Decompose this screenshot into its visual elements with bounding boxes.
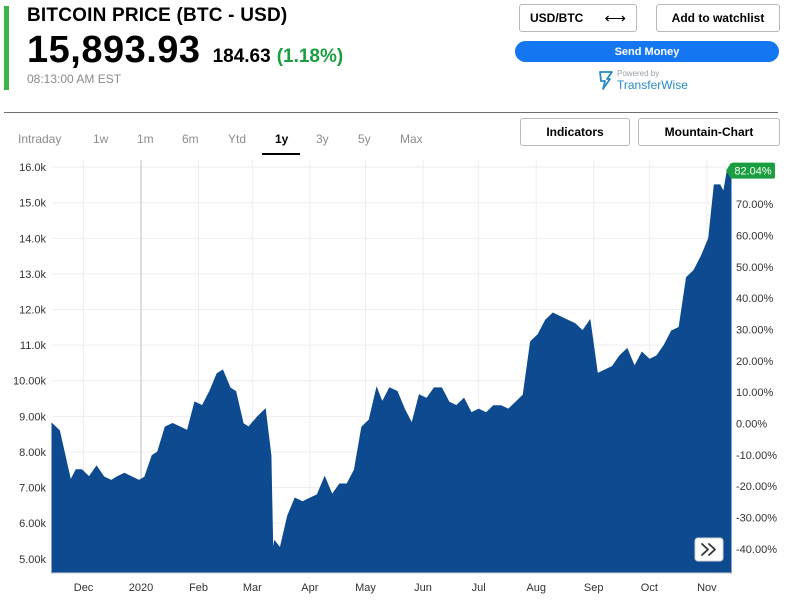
x-tick-label: Mar	[243, 582, 262, 594]
send-money-button[interactable]: Send Money	[515, 41, 779, 62]
y2-tick-label: 40.00%	[736, 293, 774, 305]
y2-tick-label: -40.00%	[736, 544, 777, 556]
x-tick-label: May	[355, 582, 376, 594]
transferwise-flag-icon	[599, 71, 613, 90]
current-price: 15,893.93	[27, 29, 201, 71]
double-chevron-right-icon	[701, 543, 716, 556]
y2-tick-label: 0.00%	[736, 418, 767, 430]
y2-tick-label: 60.00%	[736, 230, 774, 242]
y-tick-label: 8.00k	[19, 447, 46, 459]
range-tab-1m[interactable]: 1m	[137, 132, 154, 146]
transferwise-logo[interactable]: Powered by TransferWise	[598, 69, 688, 93]
partner-name: TransferWise	[617, 78, 688, 92]
indicators-button[interactable]: Indicators	[520, 118, 630, 146]
price-row: 15,893.93 184.63 (1.18%)	[27, 29, 343, 72]
x-tick-label: Sep	[584, 582, 604, 594]
y2-tick-label: -30.00%	[736, 512, 777, 524]
y-tick-label: 11.0k	[20, 340, 47, 352]
y2-tick-label: 70.00%	[736, 199, 774, 211]
swap-arrows-icon: ⟷	[604, 9, 626, 27]
y2-tick-label: -10.00%	[736, 450, 777, 462]
y2-tick-label: 10.00%	[736, 387, 774, 399]
y-tick-label: 10.00k	[13, 376, 47, 388]
range-tab-max[interactable]: Max	[400, 132, 423, 146]
range-tab-intraday[interactable]: Intraday	[18, 132, 62, 146]
x-tick-label: Apr	[301, 582, 318, 594]
y2-tick-label: -20.00%	[736, 481, 777, 493]
y2-tick-label: 30.00%	[736, 324, 774, 336]
change-badge-pointer	[726, 162, 731, 179]
powered-by-label: Powered by	[617, 69, 660, 78]
accent-bar	[4, 6, 9, 90]
x-tick-label: Jun	[414, 582, 432, 594]
y-tick-label: 15.0k	[19, 198, 46, 210]
y-tick-label: 6.00k	[19, 518, 46, 530]
range-tab-5y[interactable]: 5y	[358, 132, 371, 146]
range-tab-3y[interactable]: 3y	[316, 132, 329, 146]
price-change-percent: (1.18%)	[276, 46, 344, 67]
page-title: BITCOIN PRICE (BTC - USD)	[27, 5, 288, 26]
chart-type-button[interactable]: Mountain-Chart	[638, 118, 780, 146]
change-badge-label: 82.04%	[734, 166, 772, 178]
x-tick-label: Nov	[697, 582, 717, 594]
range-tab-1y[interactable]: 1y	[275, 132, 289, 146]
y-tick-label: 16.0k	[19, 162, 46, 174]
change-badge	[731, 162, 775, 179]
price-area	[51, 170, 732, 574]
x-tick-label: Feb	[189, 582, 208, 594]
x-tick-label: Oct	[641, 582, 658, 594]
x-tick-label: Aug	[526, 582, 546, 594]
y2-tick-label: 20.00%	[736, 356, 774, 368]
y2-tick-label: 50.00%	[736, 262, 774, 274]
range-tab-ytd[interactable]: Ytd	[228, 132, 247, 146]
currency-pair-toggle-button[interactable]: USD/BTC ⟷	[519, 4, 637, 32]
x-tick-label: Jul	[472, 582, 486, 594]
range-tab-1w[interactable]: 1w	[93, 132, 109, 146]
y-tick-label: 7.00k	[19, 483, 46, 495]
add-to-watchlist-button[interactable]: Add to watchlist	[656, 4, 780, 32]
y-tick-label: 9.00k	[19, 411, 46, 423]
price-change: 184.63	[212, 46, 271, 67]
x-tick-label: Dec	[74, 582, 94, 594]
range-tab-6m[interactable]: 6m	[182, 132, 199, 146]
y-tick-label: 14.0k	[19, 233, 46, 245]
y-tick-label: 12.0k	[19, 305, 46, 317]
active-tab-underline	[262, 153, 300, 155]
y-tick-label: 5.00k	[19, 554, 46, 566]
y-tick-label: 13.0k	[19, 269, 46, 281]
x-tick-label: 2020	[129, 582, 153, 594]
currency-pair-label: USD/BTC	[530, 11, 584, 25]
expand-chart-button[interactable]	[694, 537, 724, 562]
header-divider	[4, 112, 778, 113]
price-timestamp: 08:13:00 AM EST	[27, 72, 122, 86]
